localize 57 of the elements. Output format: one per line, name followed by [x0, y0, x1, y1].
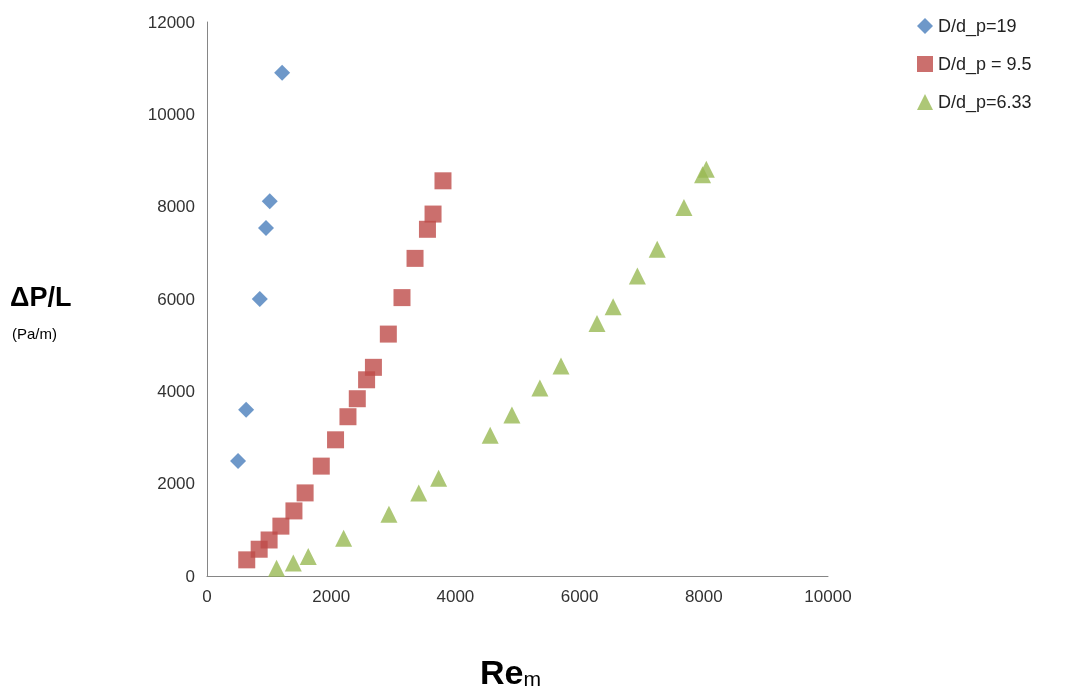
- point: [261, 193, 278, 210]
- point: [348, 390, 366, 408]
- point: [434, 172, 452, 190]
- x-tick-label: 10000: [804, 587, 852, 606]
- legend-label: D/d_p=19: [938, 16, 1017, 37]
- point: [406, 249, 424, 267]
- x-tick-label: 2000: [312, 587, 351, 606]
- point: [424, 205, 442, 223]
- legend-label: D/d_p=6.33: [938, 92, 1032, 113]
- point: [312, 457, 330, 475]
- point: [648, 240, 666, 258]
- point: [364, 358, 382, 376]
- point: [251, 291, 268, 307]
- point: [230, 453, 247, 470]
- y-axis-title: ΔP/L (Pa/m): [10, 281, 72, 342]
- point: [285, 502, 303, 520]
- point: [531, 379, 549, 397]
- point: [675, 199, 693, 217]
- point: [418, 220, 436, 238]
- y-tick-label: 12000: [147, 12, 195, 32]
- point: [379, 325, 397, 343]
- point: [430, 469, 448, 487]
- legend-label: D/d_p = 9.5: [938, 54, 1032, 75]
- point: [327, 431, 345, 449]
- point: [410, 484, 428, 502]
- x-tick-label: 0: [202, 587, 212, 606]
- y-tick-label: 0: [185, 566, 195, 586]
- point: [697, 160, 715, 178]
- point: [628, 267, 646, 285]
- y-tick-label: 8000: [157, 197, 195, 217]
- point: [274, 64, 291, 81]
- y-tick-label: 2000: [157, 474, 195, 494]
- point: [238, 551, 256, 569]
- point: [268, 559, 286, 577]
- y-tick-label: 6000: [157, 289, 195, 309]
- point: [296, 484, 314, 502]
- point: [260, 531, 278, 549]
- point: [339, 408, 357, 426]
- point: [503, 406, 521, 424]
- point: [257, 219, 274, 236]
- y-tick-label: 4000: [157, 381, 195, 401]
- point: [393, 289, 411, 307]
- point: [335, 529, 353, 547]
- point: [272, 517, 290, 535]
- point: [238, 401, 255, 418]
- point: [481, 426, 499, 444]
- point: [604, 298, 622, 316]
- x-axis-title: Rem: [480, 653, 542, 691]
- point: [552, 357, 570, 375]
- x-tick-label: 6000: [560, 587, 599, 606]
- point: [380, 505, 398, 523]
- point: [299, 548, 317, 566]
- x-tick-label: 8000: [684, 587, 723, 606]
- point: [588, 314, 606, 332]
- point: [284, 554, 302, 572]
- x-tick-label: 4000: [436, 587, 475, 606]
- y-tick-label: 10000: [147, 104, 195, 124]
